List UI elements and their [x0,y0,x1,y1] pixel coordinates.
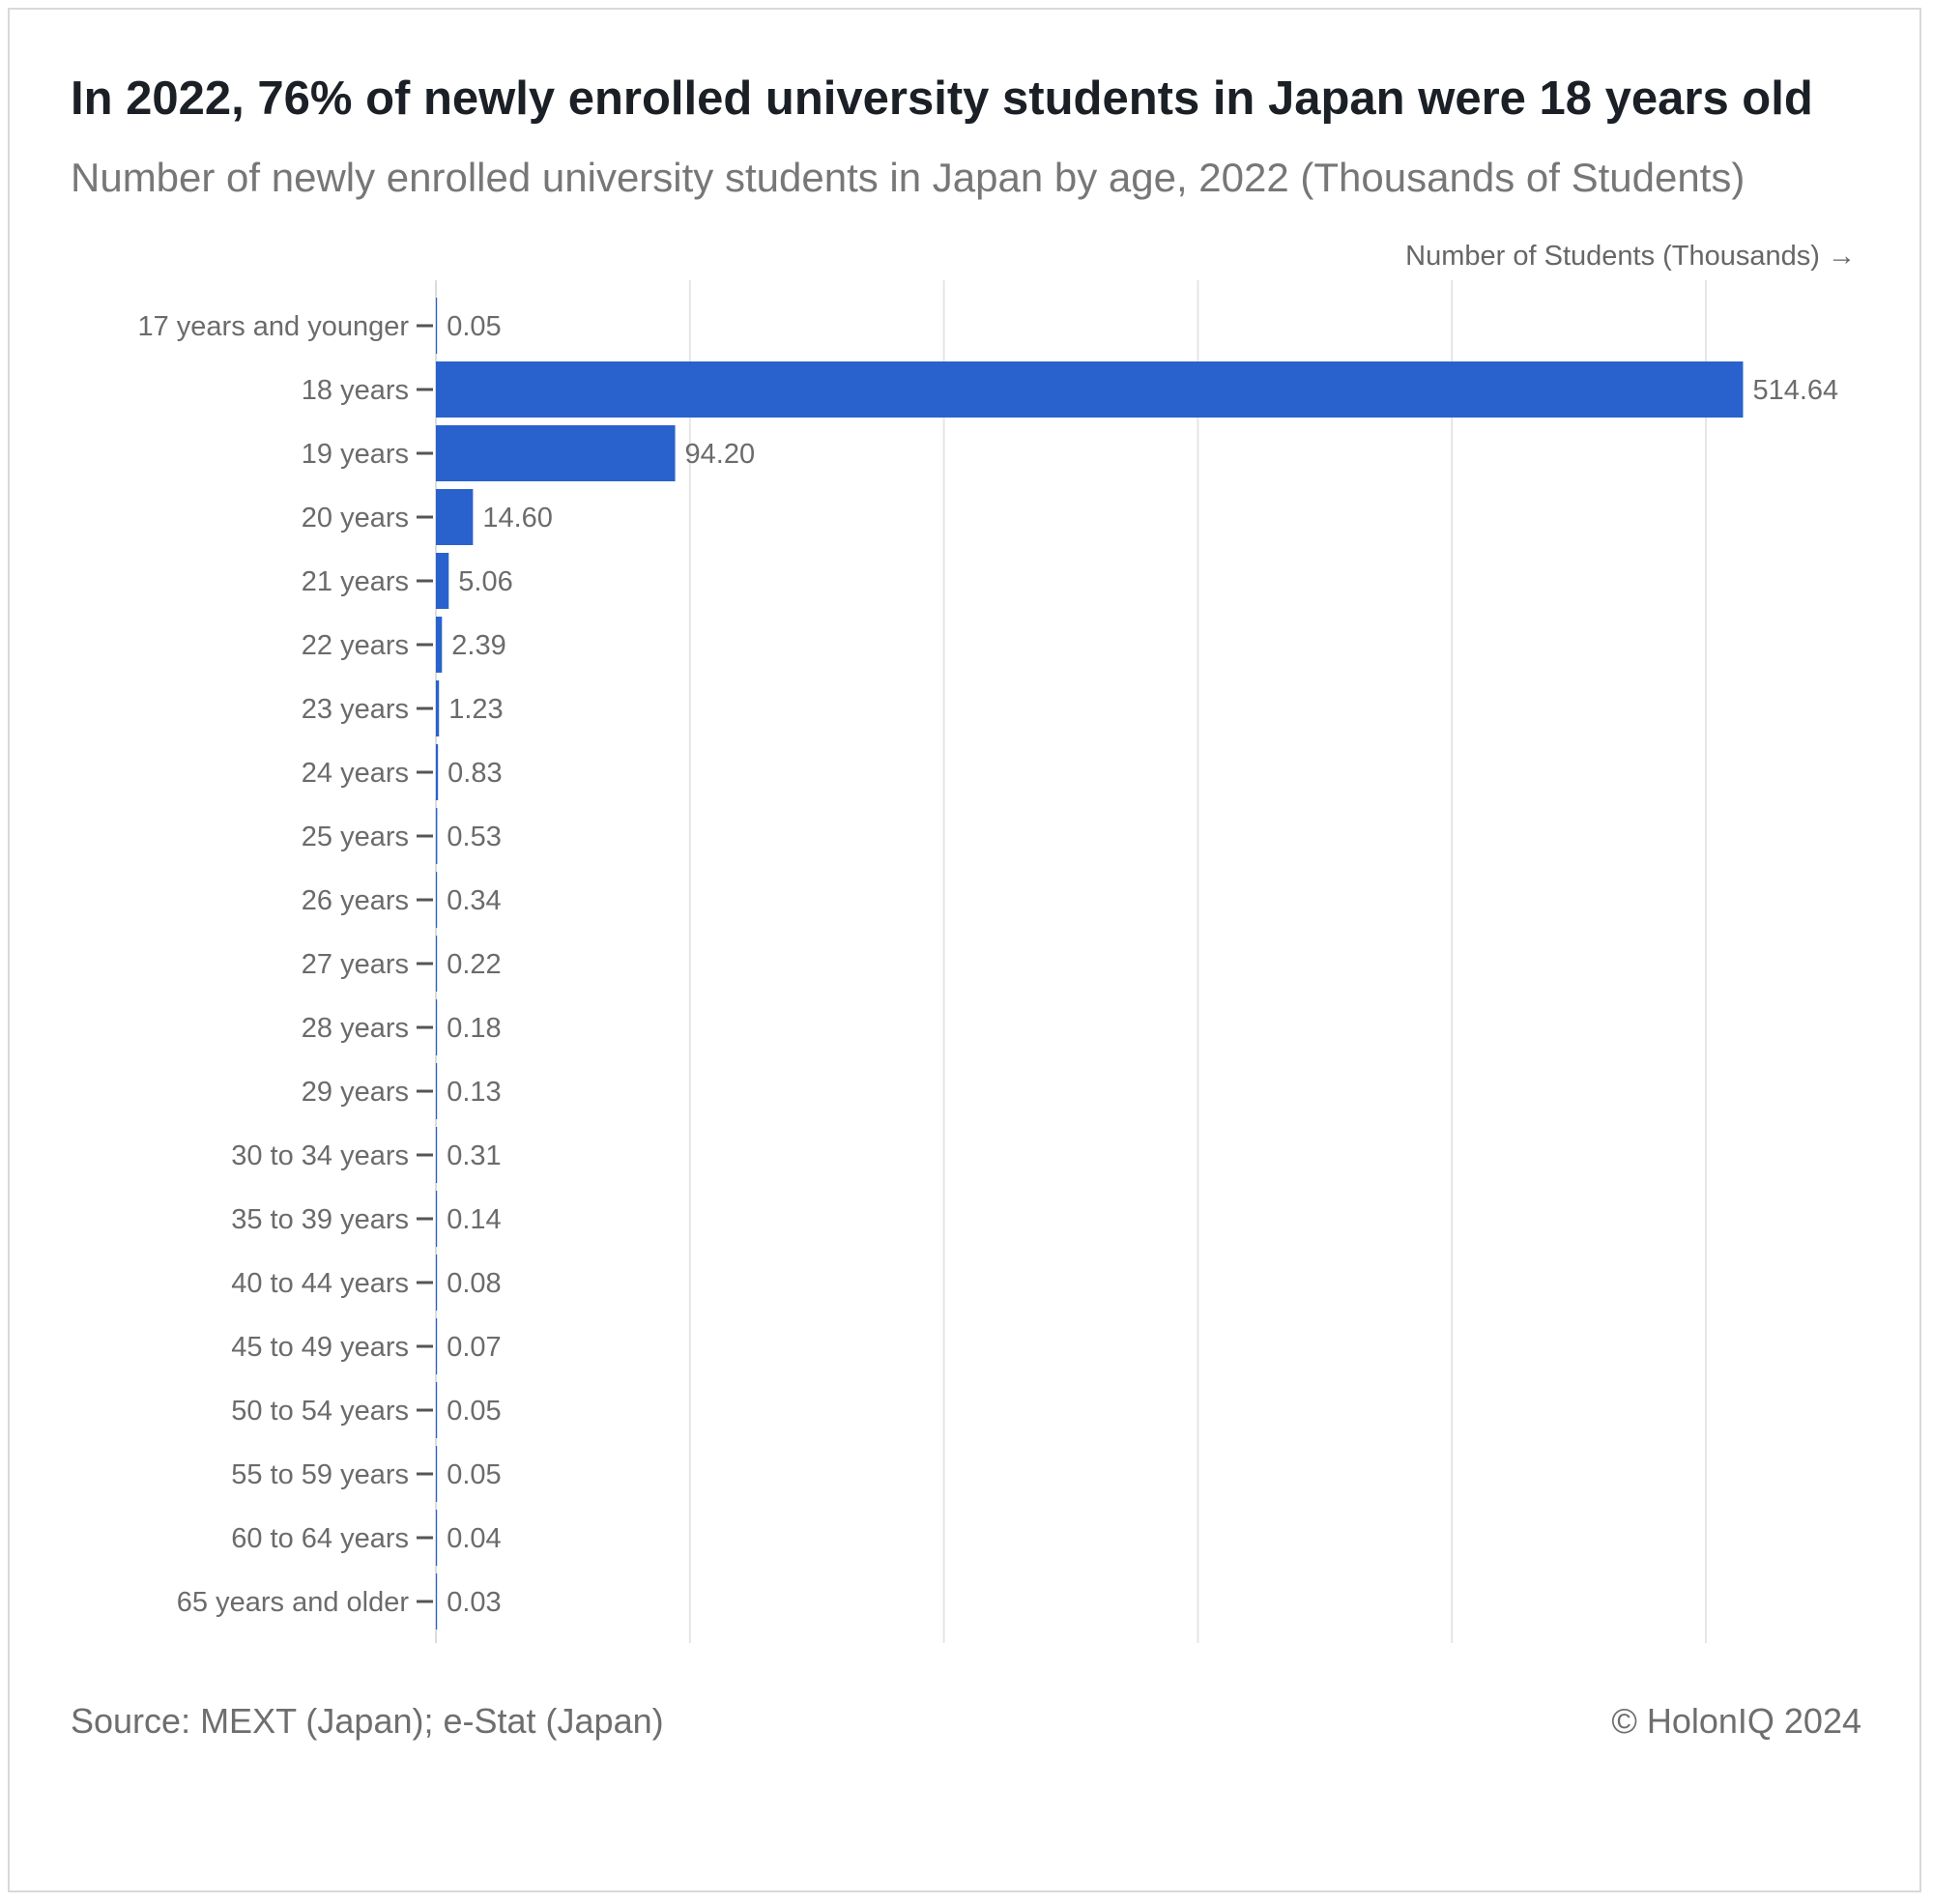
value-label: 0.13 [447,1077,501,1108]
category-label: 55 to 59 years [231,1459,409,1490]
x-axis-title: Number of Students (Thousands) → [1405,241,1856,272]
category-label: 25 years [302,822,409,852]
chart-subtitle: Number of newly enrolled university stud… [71,155,1745,200]
value-label: 0.05 [447,1396,501,1427]
category-label: 28 years [302,1013,409,1044]
bar [436,1127,438,1183]
bar [436,425,676,481]
value-label: 1.23 [448,694,503,725]
value-label: 514.64 [1752,375,1838,406]
category-label: 45 to 49 years [231,1332,409,1363]
bar [436,680,440,736]
value-label: 0.18 [447,1013,501,1044]
category-label: 29 years [302,1077,409,1108]
category-ticks [417,324,433,1603]
bar [436,744,439,800]
category-label: 17 years and younger [137,311,409,342]
category-label: 22 years [302,630,409,661]
bar [436,1446,438,1502]
bar [436,1255,438,1311]
bar [436,1191,438,1247]
category-label: 30 to 34 years [231,1140,409,1171]
value-label: 0.03 [447,1587,501,1618]
bar [436,1573,438,1630]
category-label: 24 years [302,758,409,789]
bar [436,936,438,992]
category-label: 20 years [302,503,409,534]
value-label: 0.14 [447,1204,501,1235]
category-label: 23 years [302,694,409,725]
value-label: 0.34 [447,885,501,916]
bar [436,1510,438,1566]
bar [436,1063,438,1119]
category-label: 26 years [302,885,409,916]
value-label: 0.31 [447,1140,501,1171]
category-label: 27 years [302,949,409,980]
bar [436,617,443,673]
value-label: 0.83 [447,758,502,789]
value-label: 94.20 [685,439,756,470]
bar [436,808,438,864]
value-label: 0.05 [447,311,501,342]
bar [436,553,449,609]
bar [436,1382,438,1438]
value-label: 0.04 [447,1523,501,1554]
category-label: 35 to 39 years [231,1204,409,1235]
bars [436,298,1744,1630]
gridlines [435,280,1707,1643]
category-label: 65 years and older [177,1587,410,1618]
copyright-note: © HolonIQ 2024 [1611,1701,1861,1741]
chart-card [8,8,1921,1892]
bar [436,489,474,545]
category-label: 19 years [302,439,409,470]
value-label: 0.05 [447,1459,501,1490]
value-label: 5.06 [458,566,512,597]
source-note: Source: MEXT (Japan); e-Stat (Japan) [71,1701,664,1741]
bar [436,298,438,354]
value-label: 0.22 [447,949,501,980]
category-label: 40 to 44 years [231,1268,409,1299]
value-label: 2.39 [451,630,505,661]
category-label: 21 years [302,566,409,597]
bar [436,999,438,1055]
value-label: 14.60 [482,503,553,534]
value-label: 0.08 [447,1268,501,1299]
category-label: 50 to 54 years [231,1396,409,1427]
value-label: 0.53 [447,822,501,852]
category-label: 60 to 64 years [231,1523,409,1554]
chart-title: In 2022, 76% of newly enrolled universit… [71,72,1813,125]
value-label: 0.07 [447,1332,501,1363]
category-label: 18 years [302,375,409,406]
bar [436,872,438,928]
bar [436,361,1744,418]
bar [436,1318,438,1374]
labels: 17 years and younger 0.05 18 years 514.64 19… [137,311,1838,1618]
